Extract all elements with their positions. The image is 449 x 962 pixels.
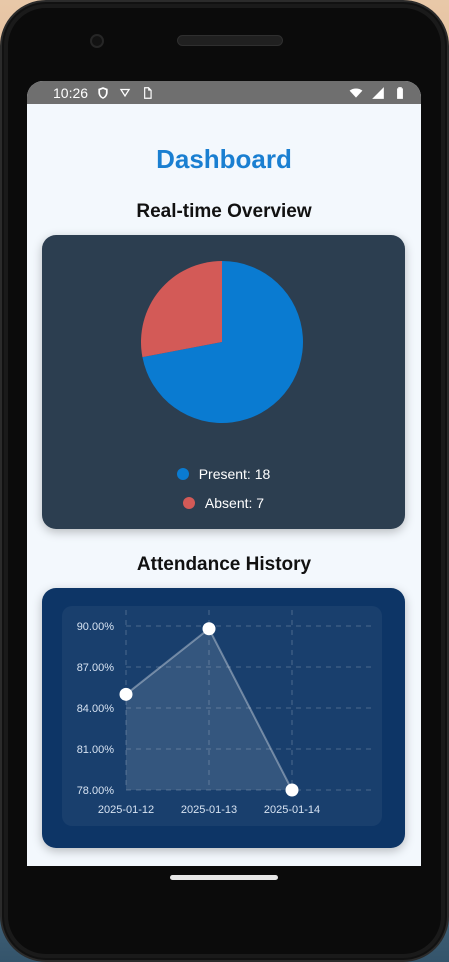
dashboard-content: Dashboard Real-time Overview Present: 18…	[27, 104, 421, 866]
pie-chart-card: Present: 18 Absent: 7	[42, 235, 405, 529]
status-left: 10:26	[53, 85, 154, 101]
wifi-icon	[349, 86, 363, 100]
x-tick-label: 2025-01-12	[98, 804, 154, 816]
sim-icon	[140, 86, 154, 100]
legend-dot-absent	[182, 497, 195, 509]
page-title: Dashboard	[156, 144, 292, 174]
realtime-overview-title: Real-time Overview	[136, 201, 312, 222]
vpn-icon	[118, 86, 132, 100]
legend-dot-present	[176, 468, 189, 480]
attendance-history-title: Attendance History	[136, 554, 312, 575]
pie-slice-absent	[141, 261, 222, 358]
legend-present-label: Present: 18	[198, 466, 271, 482]
data-point	[202, 622, 216, 636]
app-screen: 10:26	[27, 81, 421, 866]
data-point	[119, 687, 133, 701]
legend-absent: Absent: 7	[42, 495, 405, 511]
y-tick-label: 81.00%	[77, 744, 115, 756]
status-right	[349, 86, 407, 100]
area-fill	[126, 628, 292, 790]
home-indicator[interactable]	[170, 875, 278, 880]
legend-absent-label: Absent: 7	[204, 495, 265, 511]
status-time: 10:26	[53, 84, 89, 101]
attendance-history-chart: 90.00% 87.00% 84.00% 81.00% 78.00% 2025-01-12…	[77, 610, 372, 816]
legend-present: Present: 18	[42, 466, 405, 482]
earpiece-speaker	[177, 35, 283, 46]
data-point	[285, 783, 299, 797]
x-tick-label: 2025-01-14	[264, 804, 320, 816]
x-tick-label: 2025-01-13	[181, 804, 237, 816]
battery-icon	[393, 86, 407, 100]
chart-plot-background	[62, 606, 382, 826]
y-tick-label: 84.00%	[77, 703, 115, 715]
y-tick-label: 87.00%	[77, 662, 115, 674]
y-tick-label: 78.00%	[77, 785, 115, 797]
line-chart-card: 90.00% 87.00% 84.00% 81.00% 78.00% 2025-01-12…	[42, 588, 405, 848]
front-camera	[90, 34, 104, 48]
status-bar: 10:26	[27, 81, 421, 104]
y-tick-label: 90.00%	[77, 621, 115, 633]
pie-slice-present	[142, 261, 303, 423]
shield-icon	[96, 86, 110, 100]
signal-icon	[371, 86, 385, 100]
attendance-pie-chart	[141, 261, 303, 423]
